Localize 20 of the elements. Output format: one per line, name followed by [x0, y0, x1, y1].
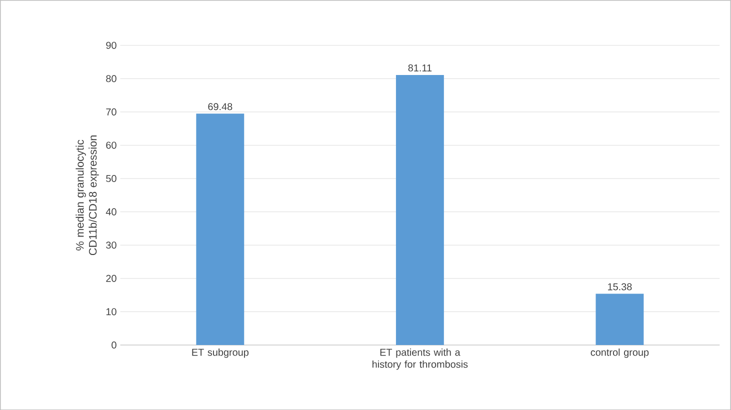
y-tick-label: 90: [106, 42, 116, 49]
y-tick-label: 60: [106, 142, 116, 149]
y-tick-label: 80: [106, 74, 116, 82]
y-tick-label: 0: [112, 341, 116, 348]
bar: [196, 114, 244, 345]
x-tick-label: ET subgroup: [192, 348, 248, 358]
data-label: 15.38: [608, 283, 632, 290]
data-label: 81.11: [408, 64, 432, 72]
x-tick-label: ET patients with a history for thrombosis: [372, 348, 468, 370]
bar: [396, 74, 444, 345]
y-axis-title: % median granulocytic CD11b/CD18 expression: [76, 135, 99, 255]
x-tick-label: control group: [590, 348, 649, 358]
y-tick-label: 40: [106, 208, 116, 216]
y-tick-label: 70: [106, 108, 116, 116]
data-label: 69.48: [208, 102, 232, 110]
y-tick-label: 30: [106, 241, 116, 248]
bar: [596, 294, 644, 345]
y-tick-label: 10: [106, 308, 116, 316]
y-tick-label: 50: [106, 174, 116, 182]
y-tick-label: 20: [106, 274, 116, 282]
